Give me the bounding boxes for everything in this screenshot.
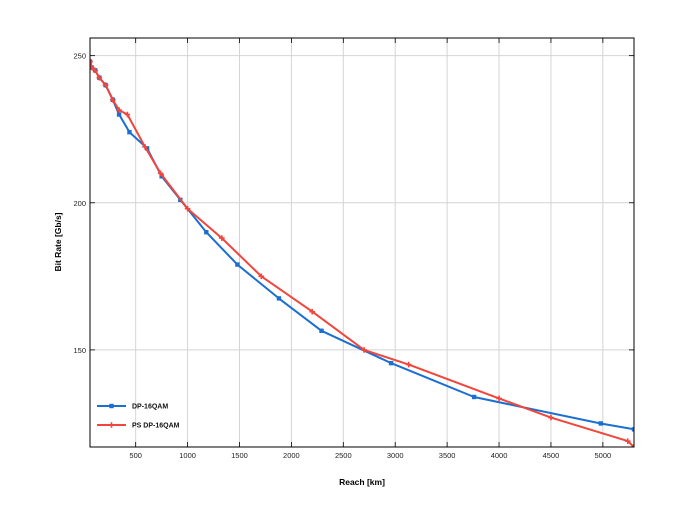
x-tick-label: 4500 xyxy=(543,451,560,460)
data-point xyxy=(276,296,282,301)
data-point xyxy=(184,205,191,212)
x-tick-label: 5000 xyxy=(595,451,612,460)
legend-label: DP-16QAM xyxy=(132,404,168,411)
data-point xyxy=(361,347,367,353)
data-point xyxy=(90,58,93,65)
x-tick-label: 2000 xyxy=(283,451,300,460)
data-point xyxy=(309,308,315,315)
data-point xyxy=(116,107,122,113)
x-tick-label: 3000 xyxy=(387,451,404,460)
data-point xyxy=(110,96,116,103)
data-point xyxy=(204,230,209,235)
legend-swatch-marker xyxy=(109,403,114,409)
data-point xyxy=(598,421,603,426)
legend-entry-1: PS DP-16QAM xyxy=(97,422,180,430)
y-tick-label: 150 xyxy=(73,346,86,355)
data-point xyxy=(102,82,109,88)
tick-layer: 500 1000 1500 2000 2500 3000 3500 4000 4500 5000 1… xyxy=(73,38,634,460)
data-point xyxy=(258,273,265,280)
data-point xyxy=(405,361,412,368)
data-point xyxy=(548,414,554,421)
data-point xyxy=(116,112,122,117)
data-point xyxy=(90,64,95,71)
x-tick-label: 3500 xyxy=(439,451,456,460)
data-point xyxy=(235,262,240,267)
x-tick-label: 2500 xyxy=(335,451,352,460)
data-point xyxy=(144,146,150,151)
data-point xyxy=(92,67,98,74)
data-point xyxy=(388,360,394,366)
data-point xyxy=(157,170,164,177)
plot-frame xyxy=(89,37,635,448)
series-line xyxy=(90,61,634,431)
data-point xyxy=(127,129,132,135)
x-tick-label: 1000 xyxy=(179,451,196,460)
legend-swatch-marker xyxy=(108,422,115,428)
series-0 xyxy=(90,59,634,432)
data-point xyxy=(631,427,634,432)
x-tick-label: 500 xyxy=(129,451,142,460)
series-line xyxy=(90,61,634,447)
data-point xyxy=(471,394,477,400)
data-point xyxy=(496,395,502,402)
x-axis-title: Reach [km] xyxy=(339,477,385,487)
grid-layer xyxy=(90,38,634,447)
data-point xyxy=(624,438,631,444)
series-1 xyxy=(90,58,634,447)
legend-entry-0: DP-16QAM xyxy=(97,404,168,411)
data-point xyxy=(319,328,324,333)
y-tick-label: 200 xyxy=(73,199,86,208)
data-point xyxy=(142,144,148,150)
data-point xyxy=(219,235,225,241)
y-axis-title: Bit Rate [Gb/s] xyxy=(53,212,63,271)
legend-label: PS DP-16QAM xyxy=(132,423,180,430)
legend: DP-16QAM PS DP-16QAM xyxy=(97,404,180,430)
series-layer xyxy=(90,58,634,447)
y-tick-label: 250 xyxy=(73,52,86,61)
x-tick-label: 1500 xyxy=(231,451,248,460)
data-point xyxy=(96,74,103,81)
x-tick-label: 4000 xyxy=(491,451,508,460)
data-point xyxy=(124,111,131,118)
